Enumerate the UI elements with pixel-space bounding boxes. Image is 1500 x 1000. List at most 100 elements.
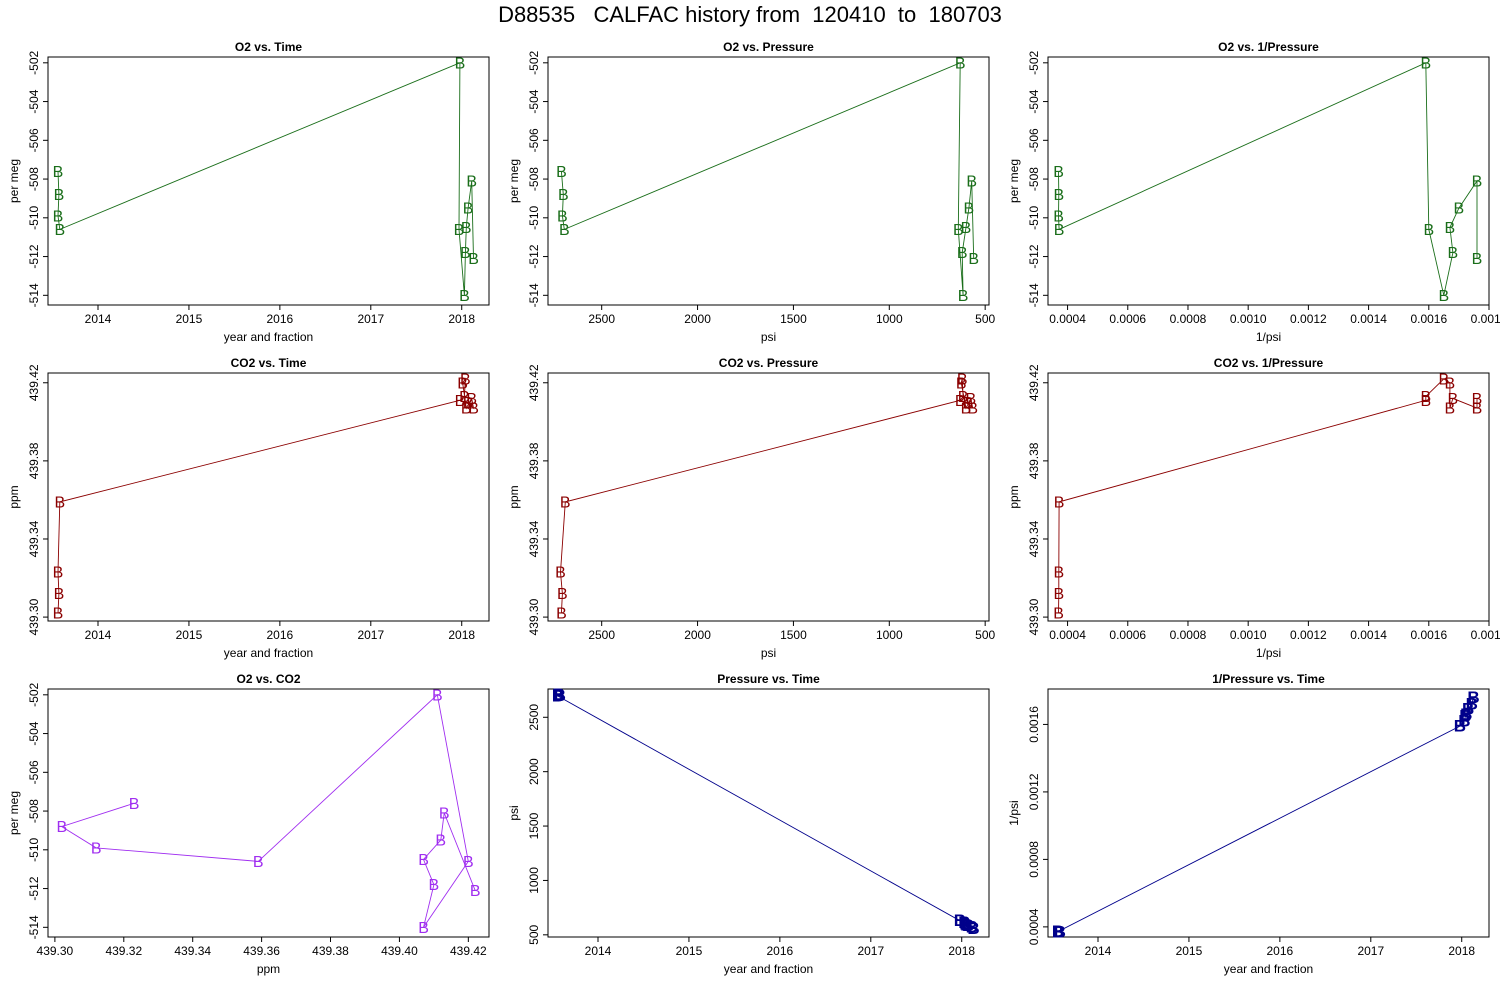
- plot1-point: B: [53, 164, 64, 181]
- plot8-ytick-label: 1000: [527, 867, 541, 894]
- plot6-xtick-label: 0.0004: [1049, 628, 1086, 642]
- plot3-point: B: [1448, 245, 1459, 262]
- plot7-point: B: [253, 854, 264, 871]
- plot7-ytick-label: -506: [27, 760, 41, 784]
- plot2-ytick-label: -512: [527, 244, 541, 268]
- plot3-point: B: [1472, 251, 1483, 268]
- plot4-point: B: [457, 375, 468, 392]
- plot3-ytick-label: -508: [1027, 167, 1041, 191]
- plot9-point: B: [1454, 717, 1466, 736]
- plot2-point: B: [964, 201, 975, 218]
- plot9-ytick-label: 0.0016: [1027, 706, 1041, 743]
- plot2-xtick-label: 1000: [876, 312, 903, 326]
- plot3-point: B: [1054, 222, 1065, 239]
- plot1-point: B: [455, 55, 466, 72]
- plot2-ytick-label: -502: [527, 50, 541, 74]
- plot8-ytick-label: 2000: [527, 758, 541, 785]
- plot6-xtick-label: 0.0018: [1471, 628, 1500, 642]
- plot7-ytick-label: -510: [27, 837, 41, 861]
- plot1-point: B: [53, 208, 64, 225]
- plot8-point: B: [552, 685, 564, 704]
- plot3-xtick-label: 0.0014: [1350, 312, 1387, 326]
- plot7-point: B: [429, 877, 440, 894]
- plot7-point: B: [418, 852, 429, 869]
- plot5-ytick-label: 439.42: [527, 364, 541, 401]
- plot8-frame: [547, 688, 990, 938]
- plot1-ytick-label: -512: [27, 244, 41, 268]
- plot2-ytick-label: -508: [527, 167, 541, 191]
- plot7-point: B: [432, 687, 443, 704]
- plot3-ytick-label: -502: [1027, 50, 1041, 74]
- plot6-title: CO2 vs. 1/Pressure: [1214, 356, 1324, 370]
- plot4-point: B: [460, 371, 471, 388]
- plot4-xlabel: year and fraction: [224, 646, 313, 660]
- plot9-point: B: [1460, 705, 1472, 724]
- plot4-point: B: [54, 586, 65, 603]
- plot3-series-line: [1058, 62, 1478, 296]
- plot5-frame: [547, 372, 990, 622]
- plot4-xtick-label: 2015: [176, 628, 203, 642]
- plot4-point: B: [53, 565, 64, 582]
- plot9-xtick-label: 2015: [1176, 944, 1203, 958]
- plot2-xlabel: psi: [761, 330, 776, 344]
- plot2-point: B: [559, 222, 570, 239]
- plot3-ytick-label: -510: [1027, 205, 1041, 229]
- plot3-frame: [1047, 56, 1490, 306]
- plot2-point: B: [953, 222, 964, 239]
- plot1-point: B: [461, 220, 472, 237]
- plot5-point: B: [963, 395, 974, 412]
- plot7-point: B: [418, 920, 429, 937]
- plot7-xtick-label: 439.38: [312, 944, 349, 958]
- plot1-xlabel: year and fraction: [224, 330, 313, 344]
- plot5-xlabel: psi: [761, 646, 776, 660]
- plot9-point: B: [1462, 700, 1474, 719]
- plot2-point: B: [557, 208, 568, 225]
- plot3-xtick-label: 0.0012: [1290, 312, 1327, 326]
- plot1-frame: [47, 56, 490, 306]
- plot3-point: B: [1053, 164, 1064, 181]
- plot1-title: O2 vs. Time: [235, 40, 302, 54]
- plot4-ytick-label: 439.42: [27, 364, 41, 401]
- plot4-point: B: [466, 391, 477, 408]
- plot6-ytick-label: 439.30: [1027, 598, 1041, 635]
- plot3-title: O2 vs. 1/Pressure: [1218, 40, 1319, 54]
- plot7-frame: [47, 688, 490, 938]
- plot7-ytick-label: -508: [27, 799, 41, 823]
- plot2-ytick-label: -504: [527, 89, 541, 113]
- plot9-xtick-label: 2017: [1357, 944, 1384, 958]
- plot2-frame: [547, 56, 990, 306]
- plot6-xtick-label: 0.0014: [1350, 628, 1387, 642]
- plot7-title: O2 vs. CO2: [236, 672, 300, 686]
- plot5-point: B: [557, 586, 568, 603]
- plot6-point: B: [1054, 565, 1065, 582]
- plot8-ylabel: psi: [507, 805, 521, 820]
- plot4-xtick-label: 2016: [267, 628, 294, 642]
- plot6-point: B: [1054, 494, 1065, 511]
- plot2-xtick-label: 2500: [588, 312, 615, 326]
- plot9-xtick-label: 2018: [1448, 944, 1475, 958]
- plot9-point: B: [1054, 922, 1066, 941]
- plot3-ylabel: per meg: [1007, 159, 1021, 203]
- plot5-ytick-label: 439.38: [527, 442, 541, 479]
- plot9-ylabel: 1/psi: [1007, 800, 1021, 825]
- plot5-point: B: [958, 389, 969, 406]
- plot9-xtick-label: 2016: [1267, 944, 1294, 958]
- plot5-xtick-label: 500: [975, 628, 995, 642]
- plot9-point: B: [1052, 922, 1064, 941]
- plot4-ytick-label: 439.34: [27, 520, 41, 557]
- plot3-point: B: [1439, 288, 1450, 305]
- plot8-ytick-label: 1500: [527, 812, 541, 839]
- plot7-point: B: [56, 819, 67, 836]
- plot8-point: B: [954, 911, 966, 930]
- plot2-xtick-label: 1500: [780, 312, 807, 326]
- plot5-point: B: [556, 606, 567, 623]
- plot1-ytick-label: -504: [27, 89, 41, 113]
- plot3-xtick-label: 0.0008: [1170, 312, 1207, 326]
- plot5-point: B: [961, 401, 972, 418]
- plot7-xtick-label: 439.40: [381, 944, 418, 958]
- plot6-point: B: [1445, 375, 1456, 392]
- plot1-point: B: [454, 222, 465, 239]
- plot8-xtick-label: 2015: [676, 944, 703, 958]
- plot4-title: CO2 vs. Time: [231, 356, 307, 370]
- plot7-ytick-label: -512: [27, 876, 41, 900]
